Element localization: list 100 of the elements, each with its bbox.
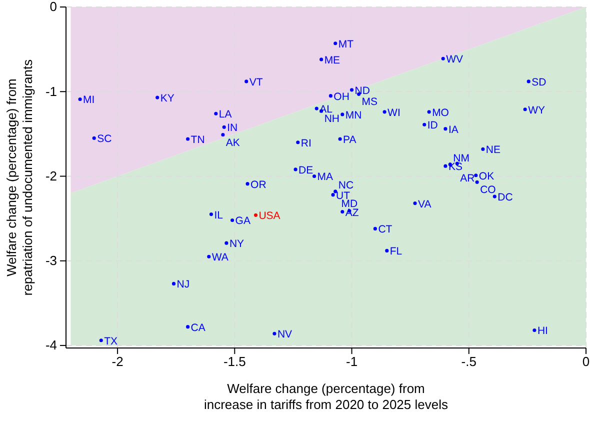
point	[320, 58, 324, 62]
point	[244, 80, 248, 84]
point	[523, 108, 527, 112]
x-tick-label: 0	[582, 354, 590, 370]
annotation: MT	[338, 38, 354, 50]
annotation: IL	[214, 209, 224, 222]
annotation: CO	[480, 184, 496, 196]
point	[331, 193, 335, 197]
annotation: WV	[446, 54, 464, 66]
point	[334, 42, 338, 46]
annotation: MN	[345, 109, 362, 122]
point	[296, 140, 300, 144]
point	[186, 137, 190, 141]
x-tick-label: -1.5	[223, 354, 246, 370]
annotation: NV	[277, 328, 292, 341]
x-tick-label: -2	[112, 354, 124, 370]
point	[382, 110, 386, 114]
point	[474, 174, 478, 178]
y-axis-title: Welfare change (percentage) from repatriation of undocumented immigrants	[4, 58, 35, 296]
point	[373, 226, 377, 230]
annotation: GA	[235, 215, 250, 228]
point	[441, 56, 445, 60]
point	[413, 202, 417, 206]
annotation: TN	[190, 134, 205, 146]
y-tick-label: -4	[45, 338, 57, 353]
point	[254, 213, 258, 217]
annotation: TX	[104, 335, 118, 348]
point	[340, 112, 344, 116]
annotation: ME	[324, 54, 340, 66]
point	[338, 137, 342, 141]
annotation: KY	[160, 92, 174, 105]
y-tick-label: 0	[50, 0, 57, 14]
annotation: WI	[388, 106, 400, 119]
point	[272, 332, 276, 336]
annotation: VA	[418, 198, 432, 210]
annotation: SC	[97, 133, 112, 146]
point	[224, 241, 228, 245]
annotation: NY	[229, 238, 244, 250]
point	[246, 182, 250, 186]
annotation: SD	[532, 76, 547, 88]
point	[78, 97, 82, 102]
point	[350, 88, 354, 92]
point	[186, 325, 190, 329]
annotation: RI	[300, 137, 312, 150]
annotation: DE	[298, 164, 314, 176]
point	[172, 282, 176, 286]
point	[481, 147, 485, 151]
point	[230, 218, 234, 222]
annotation: MA	[317, 171, 334, 184]
point	[422, 122, 426, 126]
annotation: AK	[226, 136, 240, 149]
annotation: NJ	[176, 278, 190, 291]
point	[427, 110, 431, 114]
annotation: PA	[343, 134, 356, 146]
annotation: CT	[378, 224, 393, 236]
annotation: IA	[448, 124, 458, 136]
annotation: FL	[390, 246, 402, 258]
annotation: MD	[341, 198, 358, 210]
point	[99, 338, 103, 342]
point	[222, 125, 226, 129]
annotation: VT	[249, 76, 264, 88]
annotation: DC	[498, 192, 514, 204]
point	[221, 132, 225, 137]
point	[207, 254, 211, 258]
annotation: AR	[460, 172, 476, 185]
annotation: NH	[324, 113, 340, 126]
annotation: LA	[218, 108, 232, 121]
point	[328, 94, 332, 98]
annotation: OR	[250, 178, 267, 191]
annotation: IN	[227, 122, 238, 134]
annotation: ND	[354, 84, 370, 97]
annotation: OK	[478, 170, 494, 182]
annotation: NC	[338, 179, 354, 192]
annotation: MO	[432, 106, 449, 119]
point	[92, 136, 96, 140]
point	[294, 168, 298, 172]
x-axis-title: Welfare change (percentage) from increase in tariffs from 2020 to 2025 levels	[204, 381, 448, 412]
annotation: ID	[427, 120, 438, 132]
y-tick-label: -1	[45, 84, 57, 99]
point	[526, 80, 530, 84]
annotation: WA	[212, 252, 228, 264]
point	[444, 127, 448, 131]
point	[312, 174, 316, 178]
x-tick-label: -.5	[461, 354, 476, 370]
point	[492, 194, 496, 198]
point	[444, 164, 448, 168]
point	[214, 112, 218, 116]
x-tick-label: -1	[346, 354, 358, 370]
y-tick-label: -3	[45, 253, 57, 268]
point	[209, 212, 214, 216]
point	[385, 248, 389, 252]
point	[475, 180, 479, 184]
point	[532, 328, 536, 332]
point	[156, 96, 160, 100]
annotation: NE	[486, 144, 501, 156]
annotation: MI	[83, 94, 95, 106]
annotation: MS	[362, 96, 378, 108]
y-tick-label: -2	[45, 168, 57, 184]
annotation: OH	[334, 90, 350, 103]
annotation: WY	[528, 104, 546, 116]
